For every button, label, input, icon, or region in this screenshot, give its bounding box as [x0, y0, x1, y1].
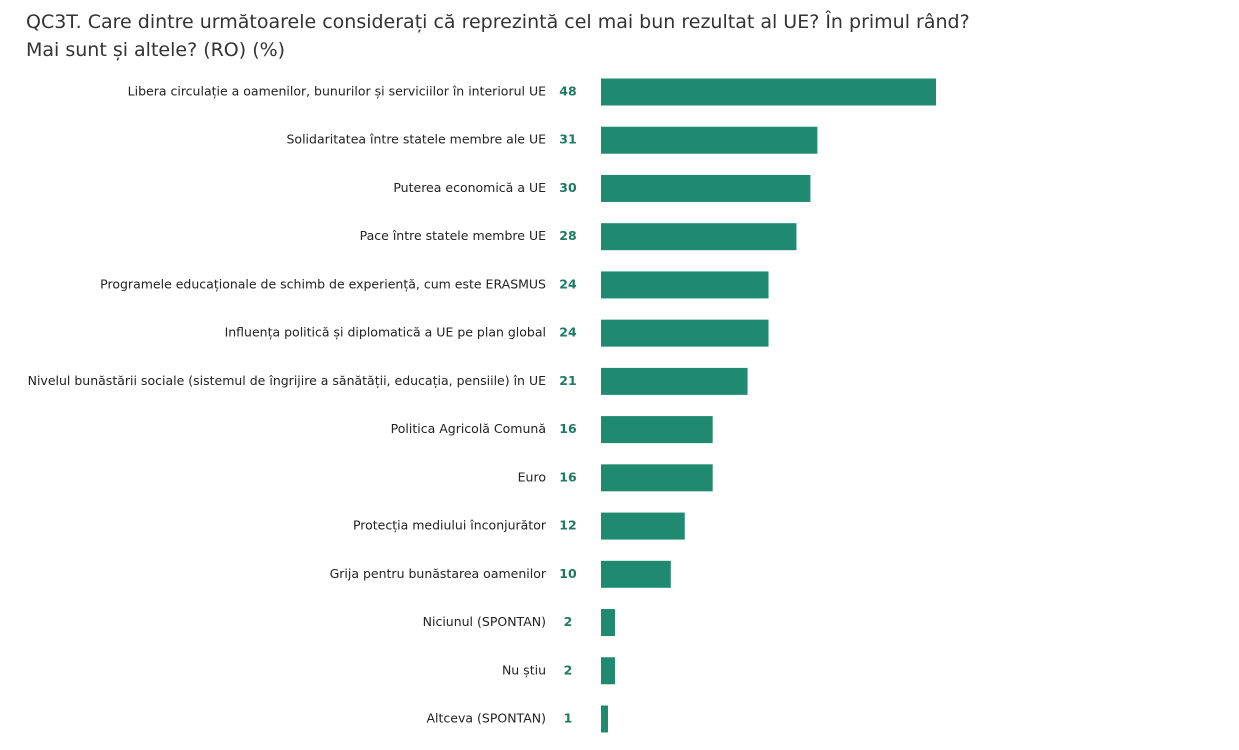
category-label: Puterea economică a UE	[393, 180, 546, 195]
category-label: Pace între statele membre UE	[360, 228, 546, 243]
bar	[601, 609, 615, 637]
bar	[601, 512, 685, 540]
category-label: Solidaritatea între statele membre ale U…	[287, 132, 547, 147]
value-label: 48	[559, 84, 576, 99]
value-label: 28	[559, 228, 576, 243]
bar	[601, 126, 818, 154]
bar	[601, 78, 937, 106]
value-label: 21	[559, 373, 576, 388]
category-label: Nu știu	[502, 662, 546, 677]
category-label: Nivelul bunăstării sociale (sistemul de …	[28, 373, 546, 388]
category-label: Altceva (SPONTAN)	[426, 710, 546, 725]
category-label: Niciunul (SPONTAN)	[423, 614, 546, 629]
value-label: 16	[559, 469, 577, 484]
bar	[601, 271, 769, 299]
category-label: Influența politică și diplomatică a UE p…	[225, 325, 546, 340]
bar	[601, 416, 713, 444]
value-label: 1	[564, 710, 573, 725]
bar	[601, 319, 769, 347]
value-label: 24	[559, 276, 577, 291]
category-label: Libera circulație a oamenilor, bunurilor…	[128, 84, 546, 99]
category-label: Programele educaționale de schimb de exp…	[100, 276, 546, 291]
category-label: Politica Agricolă Comună	[391, 421, 546, 436]
bar	[601, 367, 748, 395]
value-label: 2	[564, 662, 573, 677]
value-label: 31	[559, 132, 576, 147]
value-label: 24	[559, 325, 577, 340]
value-label: 12	[559, 518, 576, 533]
bar	[601, 560, 671, 588]
value-label: 16	[559, 421, 577, 436]
value-label: 2	[564, 614, 573, 629]
category-label: Protecția mediului înconjurător	[353, 518, 547, 533]
bar	[601, 657, 615, 685]
category-label: Euro	[518, 469, 546, 484]
category-label: Grija pentru bunăstarea oamenilor	[330, 566, 547, 581]
value-label: 30	[559, 180, 577, 195]
chart-title: QC3T. Care dintre următoarele consideraț…	[26, 11, 970, 61]
bar	[601, 223, 797, 251]
bar	[601, 464, 713, 492]
value-label: 10	[559, 566, 577, 581]
bar	[601, 705, 608, 733]
bar	[601, 174, 811, 202]
